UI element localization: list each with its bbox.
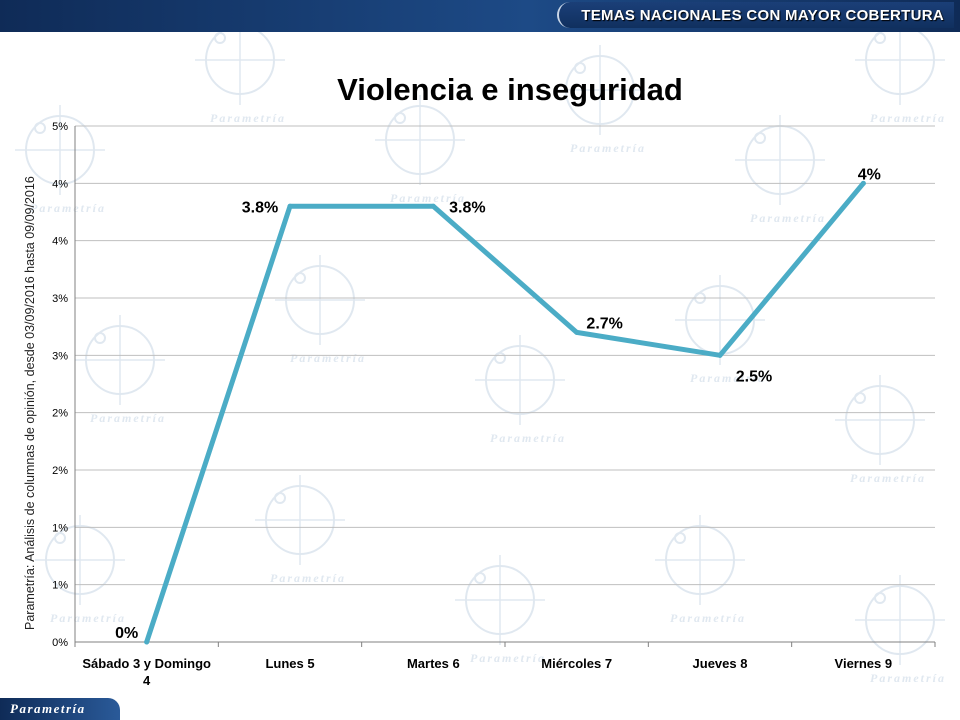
watermark-word: Parametría	[870, 671, 946, 685]
y-tick-label: 0%	[52, 637, 68, 649]
y-tick-label: 2%	[52, 465, 68, 477]
x-category-label: Miércoles 7	[541, 656, 612, 671]
data-point	[430, 203, 436, 209]
y-tick-label: 3%	[52, 350, 68, 362]
watermark-motif: Parametría	[35, 515, 126, 625]
series-line	[144, 180, 866, 645]
watermark-motif: Parametría	[835, 375, 926, 485]
data-label: 2.5%	[736, 368, 772, 385]
data-label: 3.8%	[242, 199, 278, 216]
watermark-word: Parametría	[90, 411, 166, 425]
y-tick-label: 4%	[52, 236, 68, 248]
watermark-motif: Parametría	[475, 335, 566, 445]
watermark-motif: Parametría	[555, 45, 646, 155]
data-label: 2.7%	[586, 315, 622, 332]
footer-logo: Parametría	[0, 698, 120, 720]
watermark-word: Parametría	[870, 111, 946, 125]
data-label: 0%	[115, 625, 138, 642]
watermark-motif: Parametría	[375, 95, 466, 205]
watermark-word: Parametría	[850, 471, 926, 485]
chart-title: Violencia e inseguridad	[337, 72, 683, 107]
watermark-word: Parametría	[270, 571, 346, 585]
watermark-word: Parametría	[750, 211, 826, 225]
y-tick-label: 5%	[52, 121, 68, 133]
watermark-word: Parametría	[670, 611, 746, 625]
watermark-word: Parametría	[390, 191, 466, 205]
watermark-word: Parametría	[210, 111, 286, 125]
watermark-motif: Parametría	[15, 105, 106, 215]
y-tick-label: 1%	[52, 522, 68, 534]
data-point	[717, 352, 723, 358]
header-tag: TEMAS NACIONALES CON MAYOR COBERTURA	[557, 2, 954, 28]
data-point	[287, 203, 293, 209]
header-tag-label: TEMAS NACIONALES CON MAYOR COBERTURA	[581, 6, 944, 24]
watermark-word: Parametría	[50, 611, 126, 625]
y-tick-label: 2%	[52, 408, 68, 420]
watermark-word: Parametría	[690, 371, 766, 385]
watermark-word: Parametría	[290, 351, 366, 365]
watermark-motif: Parametría	[655, 515, 746, 625]
watermark-motif: Parametría	[275, 255, 366, 365]
watermark-word: Parametría	[490, 431, 566, 445]
watermark-motif: Parametría	[855, 575, 946, 685]
data-label: 4%	[858, 166, 881, 183]
y-tick-label: 1%	[52, 580, 68, 592]
x-category-label: Lunes 5	[265, 656, 314, 671]
watermark-motif: Parametría	[455, 555, 546, 665]
footer-logo-text: Parametría	[10, 701, 86, 716]
watermark-word: Parametría	[30, 201, 106, 215]
y-tick-label: 4%	[52, 178, 68, 190]
watermark-word: Parametría	[470, 651, 546, 665]
watermark-motif: Parametría	[255, 475, 346, 585]
data-point	[574, 329, 580, 335]
data-label: 3.8%	[449, 199, 485, 216]
data-point	[144, 639, 150, 645]
x-category-label: Viernes 9	[835, 656, 893, 671]
x-category-label: Jueves 8	[693, 656, 748, 671]
watermark-word: Parametría	[570, 141, 646, 155]
y-tick-label: 3%	[52, 293, 68, 305]
header-band: TEMAS NACIONALES CON MAYOR COBERTURA	[0, 0, 960, 32]
x-category-label: Sábado 3 y Domingo	[82, 656, 211, 671]
x-category-label: Martes 6	[407, 656, 460, 671]
x-category-label: 4	[143, 673, 151, 688]
watermark-motif: Parametría	[75, 315, 166, 425]
data-point	[860, 180, 866, 186]
